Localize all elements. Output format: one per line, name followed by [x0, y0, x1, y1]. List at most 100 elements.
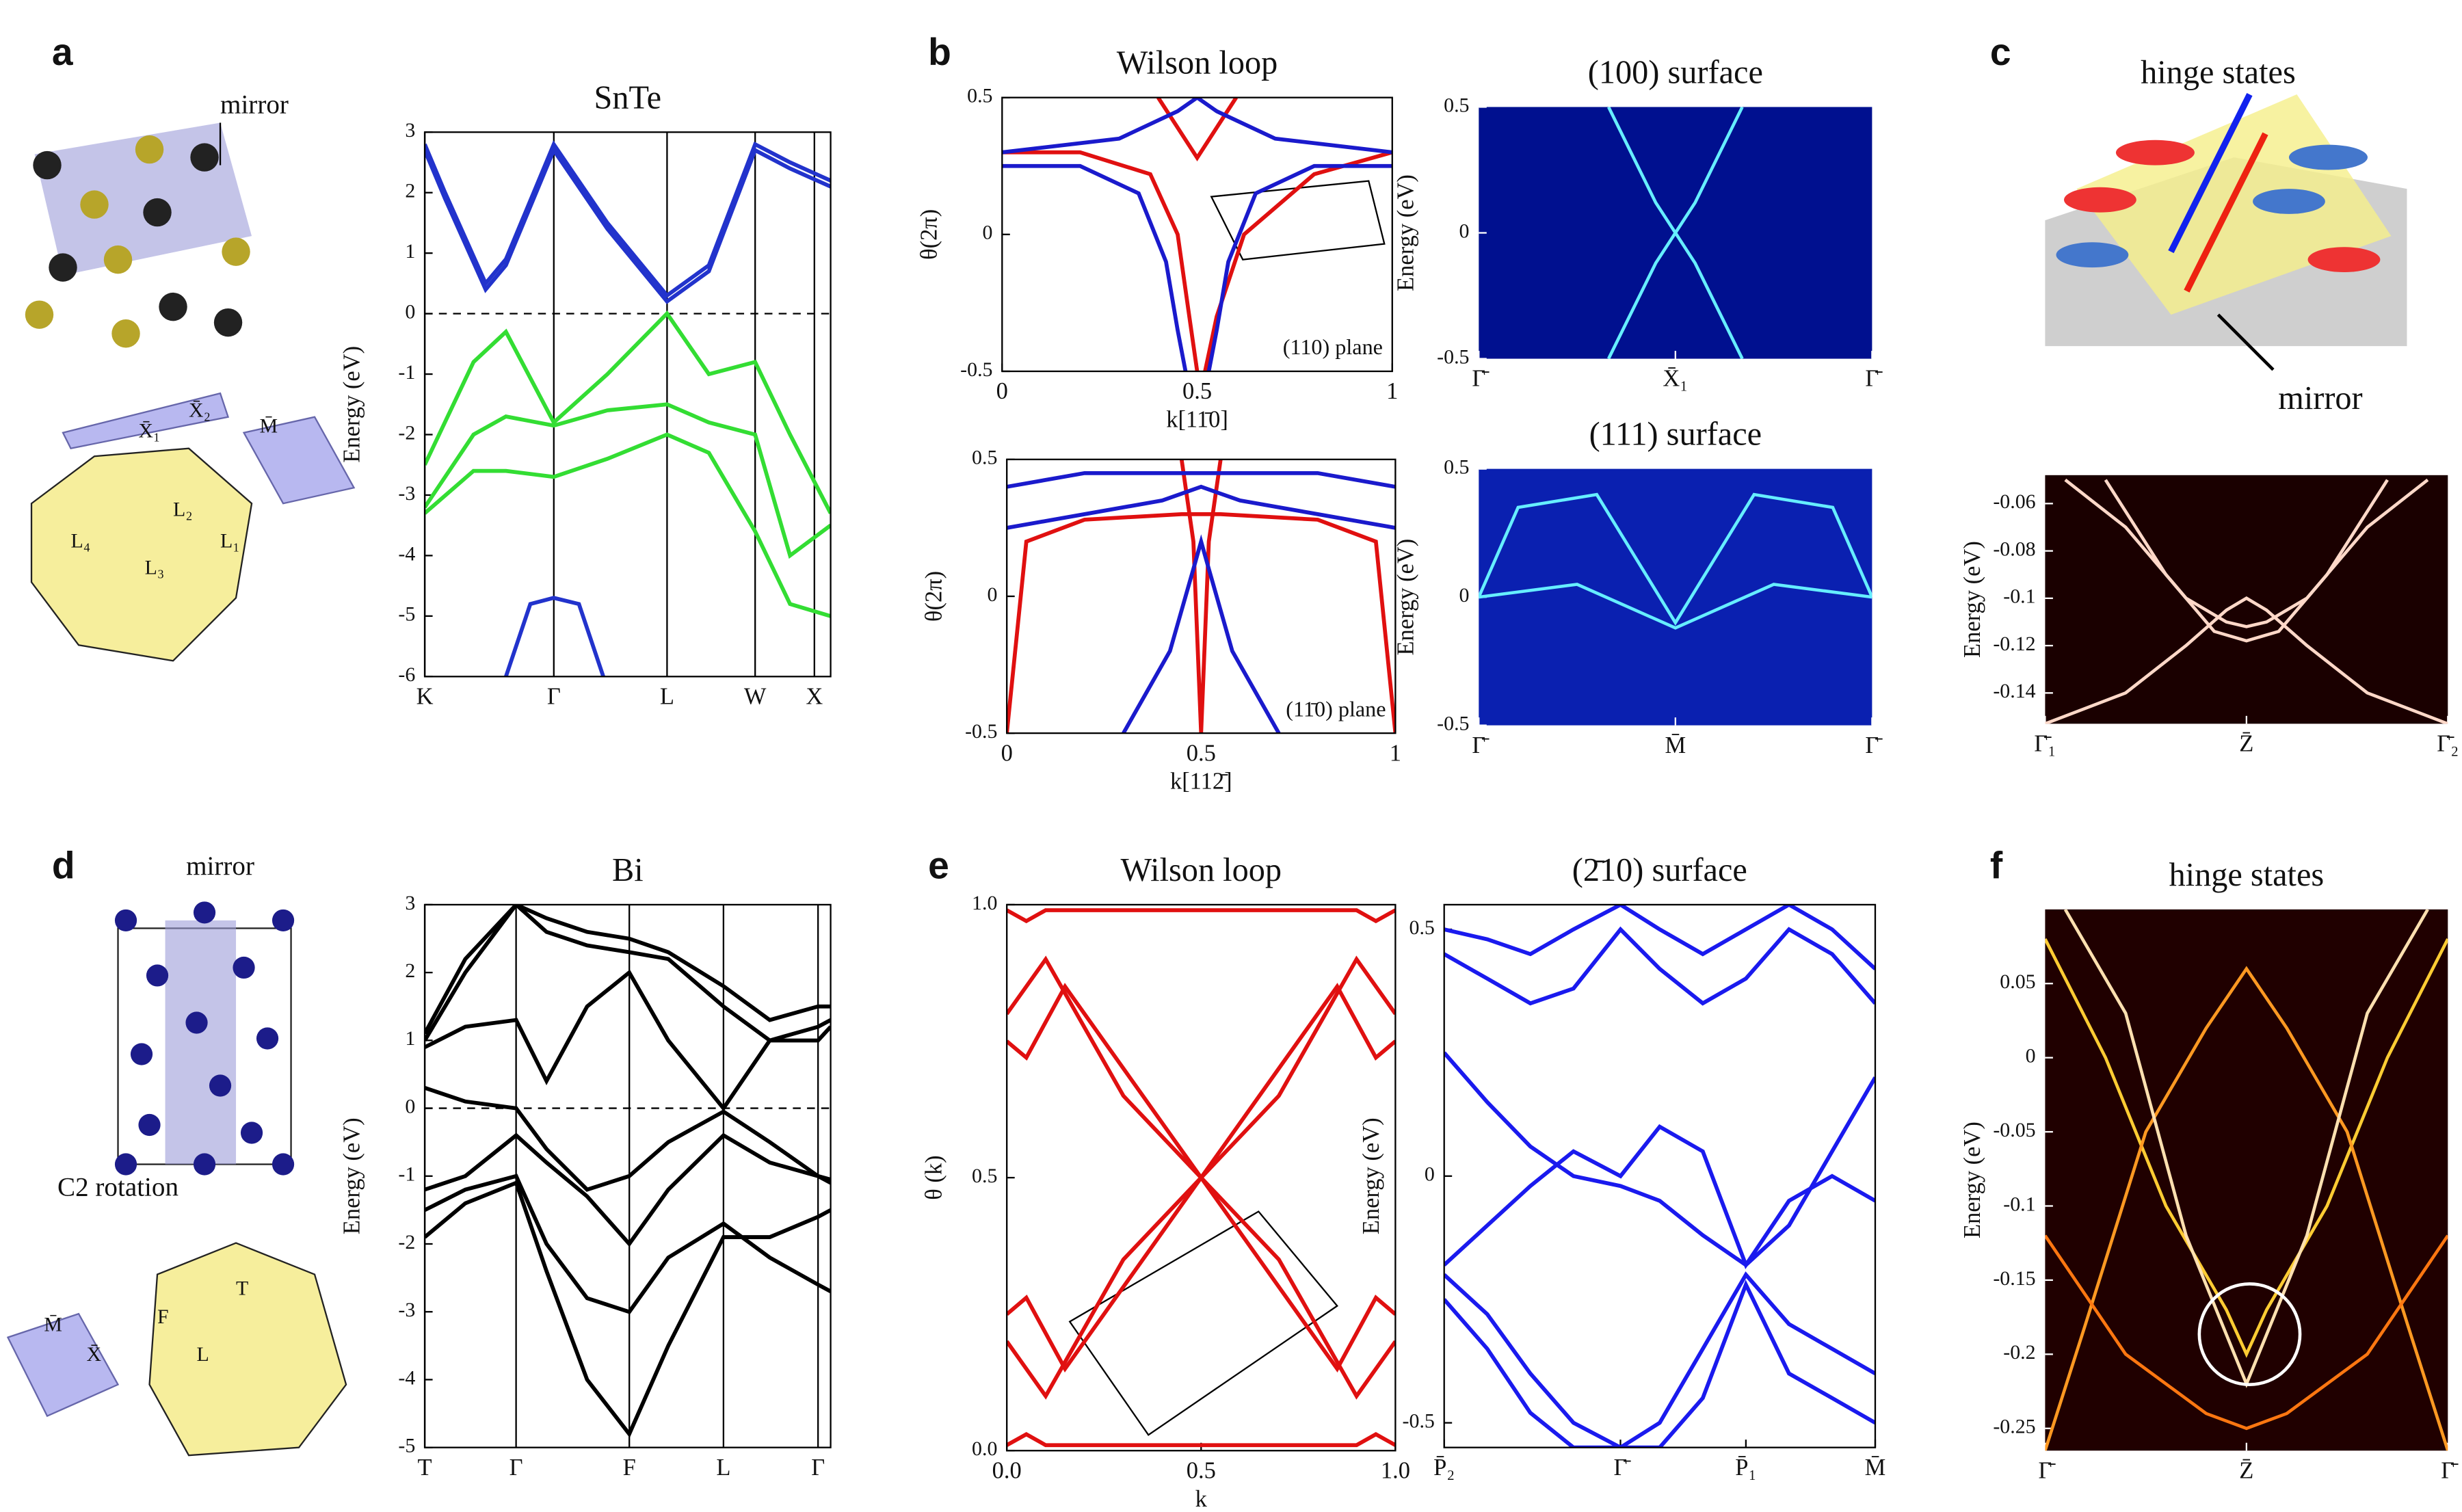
y-tick-label: 0 [987, 583, 997, 606]
band-line [1444, 904, 1875, 970]
y-tick-label: 0 [1459, 584, 1470, 607]
y-axis-label: θ(2π) [921, 571, 947, 622]
arrow [2168, 92, 2253, 254]
y-tick-label: -0.05 [1993, 1119, 2035, 1141]
x-tick-label: Γ [811, 1455, 825, 1481]
x-tick-label: F [623, 1455, 636, 1481]
dirac-cone [2307, 247, 2381, 273]
band-line [425, 310, 831, 514]
band-line [1156, 97, 1239, 162]
bz-label: L₁ [220, 530, 240, 553]
y-axis-label: Energy (eV) [1393, 174, 1419, 291]
x-tick-label: Γ̄ [1865, 366, 1883, 392]
dirac-cone [2288, 144, 2368, 170]
y-tick-label: -0.1 [2003, 585, 2035, 608]
y-tick-label: -0.1 [2003, 1193, 2035, 1215]
y-tick-label: -0.06 [1993, 490, 2035, 513]
x-tick-label: 1 [1386, 378, 1398, 404]
band-line [1444, 926, 1875, 1006]
x-axis-label: k[11̄0] [1166, 407, 1228, 433]
y-tick-label: 0 [405, 300, 415, 323]
panel-label: d [52, 845, 75, 887]
x-tick-label: M̄ [1665, 732, 1686, 758]
band-line [1002, 150, 1200, 371]
band-line [1607, 107, 1744, 359]
x-axis-label: k[112̄] [1170, 769, 1232, 795]
x-tick-label: Γ [509, 1455, 523, 1481]
plot-frame [1001, 96, 1393, 373]
y-axis-label: Energy (eV) [1959, 541, 1985, 658]
band-line [1007, 908, 1396, 924]
surface-bz [6, 1312, 120, 1418]
y-tick-label: -0.5 [965, 720, 997, 743]
y-tick-label: 0 [2026, 1045, 2036, 1067]
x-tick-label: Z̄ [2239, 730, 2253, 756]
y-axis-label: Energy (eV) [1393, 539, 1419, 656]
y-tick-label: -0.25 [1993, 1416, 2035, 1438]
dirac-cone [2056, 242, 2129, 268]
band-line [425, 140, 831, 298]
y-tick-label: 0.5 [1409, 916, 1435, 939]
y-axis-label: Energy (eV) [1358, 1117, 1384, 1234]
chart: (111) surface Energy (eV) -0.5 0 0.5 Γ̄ M̄ Γ̄ [1393, 416, 1883, 758]
y-tick-label: -0.15 [1993, 1267, 2035, 1290]
band-line [425, 402, 831, 559]
bz-label: X̄ [87, 1343, 102, 1366]
panel-label: f [1990, 845, 2003, 887]
x-tick-label: 0 [996, 378, 1008, 404]
x-tick-label: Γ̄ [1865, 732, 1883, 758]
x-tick-label: Γ̄₂ [2437, 730, 2459, 756]
illustrations: mirror hinge states mirror mirror C2 rot… [6, 55, 2407, 1457]
band-line [1179, 459, 1223, 734]
panel-label: b [928, 31, 951, 73]
bz-label: X̄₂ [189, 399, 211, 422]
illustration-label: mirror [2278, 380, 2362, 416]
bz-label: X̄₁ [138, 420, 160, 442]
chart-title: Bi [612, 852, 644, 888]
band-line [425, 1180, 831, 1438]
y-tick-label: -2 [398, 1231, 415, 1254]
y-tick-label: 0 [1425, 1163, 1435, 1186]
y-tick-label: 2 [405, 180, 415, 202]
band-line [504, 596, 605, 677]
x-tick-label: Γ̄ [2038, 1457, 2056, 1483]
y-tick-label: -3 [398, 1299, 415, 1321]
illustration-label: mirror [220, 90, 289, 119]
y-tick-label: -3 [398, 482, 415, 505]
band-line [1122, 534, 1281, 734]
x-tick-label: Γ̄₁ [2034, 730, 2056, 756]
band-line [1007, 1432, 1396, 1448]
x-tick-label: W [744, 683, 767, 709]
band-line [425, 904, 831, 1035]
chart-title: (2̄10) surface [1572, 852, 1747, 888]
band-line [1444, 1279, 1875, 1448]
dirac-cone [2115, 140, 2195, 165]
y-tick-label: 1 [405, 240, 415, 263]
x-tick-label: 0.5 [1182, 378, 1212, 404]
y-tick-label: 1.0 [972, 892, 997, 914]
x-tick-label: Γ̄ [1614, 1455, 1632, 1481]
chart-title: (100) surface [1588, 55, 1763, 91]
plot-background [1479, 468, 1872, 726]
band-line [1007, 484, 1396, 530]
y-tick-label: -2 [398, 421, 415, 444]
band-line [2064, 478, 2429, 628]
chart: Wilson loop θ (k) k 0.0 0.5 1.0 0.0 0.5 1.0 [921, 852, 1410, 1512]
y-tick-label: -0.5 [1403, 1409, 1435, 1432]
x-tick-label: P̄₁ [1735, 1455, 1756, 1481]
x-tick-label: T [418, 1455, 432, 1481]
y-tick-label: -0.5 [1437, 712, 1469, 734]
plot-background [2045, 909, 2448, 1451]
band-line [425, 969, 831, 1112]
brillouin-zone [30, 447, 253, 662]
band-line [1007, 955, 1396, 1400]
chart-title: SnTe [594, 79, 662, 116]
y-axis-label: θ(2π) [916, 209, 942, 260]
y-tick-label: 0 [1459, 220, 1470, 242]
x-tick-label: K [416, 683, 434, 709]
chart-title: (111) surface [1589, 416, 1762, 453]
inset-bz [1068, 1210, 1338, 1436]
band-line [425, 1132, 831, 1247]
x-tick-label: L [716, 1455, 730, 1481]
